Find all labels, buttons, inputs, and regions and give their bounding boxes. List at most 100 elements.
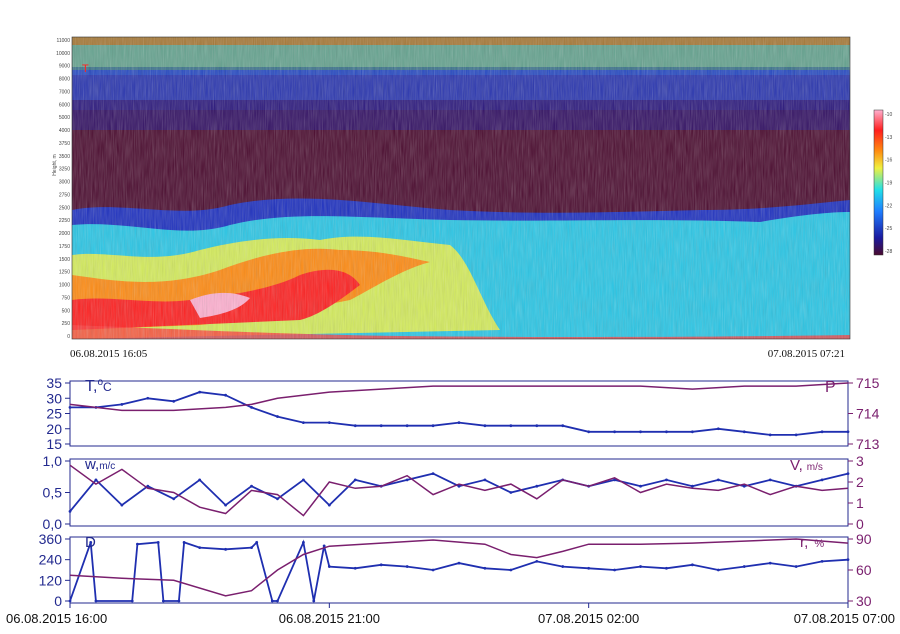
colorbar-tick-label: -10 <box>885 112 892 118</box>
heatmap-y-tick-label: 3250 <box>59 167 70 173</box>
data-point <box>716 568 720 572</box>
left-tick-label: 30 <box>46 390 62 406</box>
heatmap-y-tick-label: 2750 <box>59 192 70 198</box>
data-point <box>379 424 383 428</box>
right-tick-label: 60 <box>856 562 872 578</box>
data-point <box>224 547 228 551</box>
data-point <box>535 559 539 563</box>
data-point <box>302 421 305 425</box>
x-tick-label: 07.08.2015 07:00 <box>794 611 895 626</box>
w-label: w,m/c <box>84 456 115 473</box>
data-point <box>130 599 134 603</box>
data-point <box>431 472 435 475</box>
data-point <box>224 503 228 507</box>
data-point <box>431 424 435 428</box>
data-point <box>535 484 539 488</box>
data-point <box>820 559 824 563</box>
series-line-v-m-s <box>69 464 849 517</box>
left-tick-label: 0 <box>54 593 62 609</box>
series-line-d <box>69 539 849 602</box>
panel-d-r-frame <box>69 536 849 604</box>
colorbar-tick-label: -16 <box>885 158 892 164</box>
data-point <box>224 393 228 397</box>
data-point <box>405 424 409 428</box>
heatmap-y-tick-label: 6000 <box>59 102 70 108</box>
data-point <box>716 478 720 482</box>
right-tick-label: 90 <box>856 531 872 547</box>
left-tick-label: 0,5 <box>43 485 63 501</box>
data-point <box>665 478 668 482</box>
t-label: T,oC <box>85 377 112 395</box>
series-line-p <box>69 382 849 412</box>
data-point <box>120 503 124 507</box>
data-point <box>68 510 72 513</box>
data-point <box>768 433 772 437</box>
data-point <box>561 424 565 428</box>
panel-d-r: 0 120 240 360 30 60 90 D r,% <box>39 531 872 609</box>
heatmap-y-tick-label: 1000 <box>59 283 70 289</box>
data-point <box>639 430 642 434</box>
colorbar-tick-label: -25 <box>885 226 892 232</box>
data-point <box>198 478 202 482</box>
data-point <box>665 566 668 570</box>
data-point <box>483 424 487 428</box>
data-point <box>742 484 746 488</box>
right-tick-label: 1 <box>856 495 864 511</box>
colorbar-tick-label: -13 <box>885 135 892 141</box>
series-line-t-oc <box>70 391 848 436</box>
data-point <box>509 491 513 494</box>
heatmap-frame <box>71 36 851 340</box>
data-point <box>353 424 357 428</box>
heatmap-y-tick-label: 8000 <box>59 77 70 83</box>
data-point <box>742 430 746 434</box>
data-point <box>457 484 461 488</box>
left-tick-label: 25 <box>46 406 62 422</box>
p-label: P <box>825 379 836 396</box>
heatmap-y-tick-label: 1250 <box>59 270 70 276</box>
panel-t-p-frame <box>69 380 849 447</box>
data-point <box>120 402 124 406</box>
data-point <box>613 478 616 482</box>
data-point <box>255 541 259 544</box>
data-point <box>353 566 357 570</box>
data-point <box>846 558 850 562</box>
data-point <box>794 433 798 437</box>
colorbar-gradient <box>873 109 884 256</box>
data-point <box>89 541 93 544</box>
data-point <box>509 424 513 428</box>
data-point <box>312 599 316 603</box>
right-tick-label: 2 <box>856 474 864 490</box>
data-point <box>768 478 772 482</box>
heatmap-y-tick-label: 4000 <box>59 128 70 134</box>
data-point <box>820 478 824 482</box>
left-tick-label: 35 <box>46 375 62 391</box>
data-point <box>483 478 487 482</box>
colorbar <box>873 109 884 256</box>
right-tick-label: 3 <box>856 453 864 469</box>
data-point <box>270 599 274 603</box>
left-tick-label: 360 <box>39 531 63 547</box>
data-point <box>136 542 139 546</box>
data-point <box>561 565 565 568</box>
data-point <box>587 566 591 570</box>
data-point <box>587 430 591 434</box>
data-point <box>613 430 616 434</box>
left-tick-label: 240 <box>39 552 63 568</box>
colorbar-ticks: -10 -13 -16 -19 -22 -25 -28 <box>885 112 892 255</box>
data-point <box>182 541 186 544</box>
heatmap-y-tick-label: 9000 <box>59 64 70 70</box>
right-tick-label: 713 <box>856 436 880 452</box>
data-point <box>177 599 181 603</box>
x-tick-label: 06.08.2015 21:00 <box>279 611 380 626</box>
data-point <box>322 544 326 548</box>
heatmap-y-tick-label: 2000 <box>59 231 70 237</box>
left-tick-label: 1,0 <box>43 453 63 469</box>
colorbar-tick-label: -28 <box>885 249 892 255</box>
data-point <box>327 503 331 507</box>
heatmap-y-tick-label: 3500 <box>59 154 70 160</box>
data-point <box>161 599 165 603</box>
data-point <box>327 565 331 568</box>
data-point <box>846 472 850 475</box>
heatmap-y-tick-label: 10000 <box>56 51 70 57</box>
